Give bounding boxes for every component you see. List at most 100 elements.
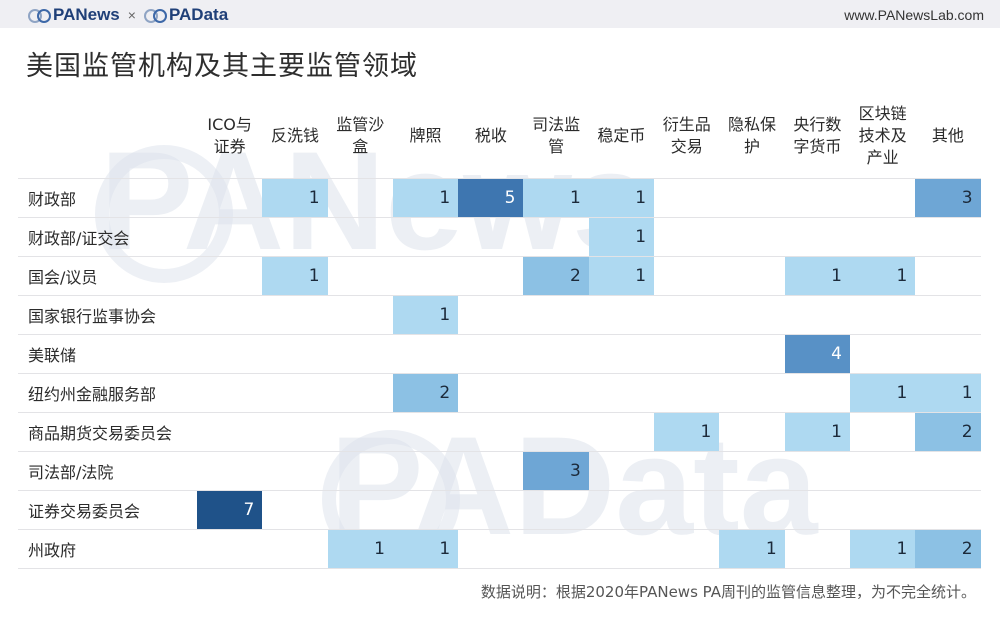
heatmap-table: ICO与 证券 反洗钱 监管沙盒牌照 税收 司法监管稳定币 衍生品 交易 隐私保护央行数 字货币区… xyxy=(18,94,981,569)
row-label: 美联储 xyxy=(18,334,197,374)
heatmap-cell xyxy=(523,217,589,257)
heatmap-cell xyxy=(719,490,785,530)
column-header-row: ICO与 证券 反洗钱 监管沙盒牌照 税收 司法监管稳定币 衍生品 交易 隐私保护央行数 字货币区… xyxy=(18,94,981,179)
heatmap-cell xyxy=(197,373,263,413)
site-url: www.PANewsLab.com xyxy=(844,7,984,23)
heatmap-cell xyxy=(588,529,655,569)
heatmap-cell xyxy=(784,295,850,335)
column-header-line: 监管沙 xyxy=(336,115,385,134)
heatmap-cell xyxy=(654,217,720,257)
table-row: 国家银行监事协会 1 xyxy=(18,295,981,335)
column-header-line: 管 xyxy=(548,137,565,156)
heatmap-cell xyxy=(523,373,589,413)
heatmap-cell xyxy=(458,217,524,257)
heatmap-cell xyxy=(392,490,459,530)
column-header-line: 盒 xyxy=(352,137,369,156)
heatmap-cell xyxy=(719,451,785,491)
heatmap-cell xyxy=(197,529,263,569)
heatmap-cell xyxy=(784,451,850,491)
heatmap-cell xyxy=(327,373,393,413)
heatmap-cell xyxy=(784,529,850,569)
row-label: 纽约州金融服务部 xyxy=(18,373,197,413)
heatmap-cell xyxy=(588,334,655,374)
heatmap-cell xyxy=(849,451,916,491)
heatmap-cell xyxy=(327,295,393,335)
heatmap-cell: 1 xyxy=(392,295,459,335)
heatmap-cell xyxy=(327,451,393,491)
table-row: 州政府 1 1 1 1 2 xyxy=(18,529,981,569)
column-header-line: 产业 xyxy=(866,148,899,167)
heatmap-cell xyxy=(654,451,720,491)
heatmap-cell xyxy=(458,529,524,569)
heatmap-cell: 1 xyxy=(849,256,916,296)
column-header-line: 技术及 xyxy=(858,126,907,145)
column-header: 其他 xyxy=(915,94,980,179)
column-header-line: 司法监 xyxy=(532,115,581,134)
heatmap-cell xyxy=(784,178,850,218)
heatmap-cell xyxy=(719,373,785,413)
column-header: 央行数 字货币 xyxy=(785,94,850,179)
heatmap-cell: 1 xyxy=(392,529,459,569)
column-header: 税收 xyxy=(458,94,523,179)
heatmap-cell xyxy=(719,178,785,218)
heatmap-cell xyxy=(197,295,263,335)
heatmap-cell xyxy=(262,529,328,569)
row-label: 商品期货交易委员会 xyxy=(18,412,197,452)
heatmap-cell xyxy=(197,412,263,452)
heatmap-cell xyxy=(719,412,785,452)
column-header: 牌照 xyxy=(393,94,458,179)
data-note: 数据说明：根据2020年PANews PA周刊的监管信息整理，为不完全统计。 xyxy=(480,583,976,601)
heatmap-cell xyxy=(262,295,328,335)
heatmap-cell xyxy=(588,490,655,530)
heatmap-cell: 1 xyxy=(523,178,589,218)
brand-padata: PAData xyxy=(168,5,229,24)
heatmap-cell xyxy=(392,217,459,257)
heatmap-cell xyxy=(915,334,981,374)
column-header-line: 其他 xyxy=(931,126,964,145)
column-header-line: 区块链 xyxy=(858,104,907,123)
column-header: 隐私保护 xyxy=(719,94,784,179)
heatmap-cell xyxy=(197,178,263,218)
column-header-line: 字货币 xyxy=(793,137,842,156)
heatmap-cell: 1 xyxy=(588,178,655,218)
heatmap-cell xyxy=(654,295,720,335)
row-label: 司法部/法院 xyxy=(18,451,197,491)
column-header: 监管沙盒 xyxy=(328,94,393,179)
column-header: 衍生品 交易 xyxy=(654,94,719,179)
heatmap-cell xyxy=(523,295,589,335)
heatmap-cell xyxy=(392,412,459,452)
heatmap-cell xyxy=(262,412,328,452)
heatmap-cell xyxy=(915,451,981,491)
heatmap-cell xyxy=(523,490,589,530)
heatmap-cell xyxy=(849,490,916,530)
heatmap-cell: 1 xyxy=(588,256,655,296)
column-header-line: 央行数 xyxy=(793,115,842,134)
heatmap-cell xyxy=(327,412,393,452)
heatmap-cell: 2 xyxy=(392,373,459,413)
top-bar: PANews × PAData www.PANewsLab.com xyxy=(0,0,1000,28)
column-header-line: 稳定币 xyxy=(597,126,646,145)
column-header: 司法监管 xyxy=(523,94,588,179)
heatmap-cell xyxy=(458,490,524,530)
brand-separator: × xyxy=(127,7,136,23)
row-label: 证券交易委员会 xyxy=(18,490,197,530)
column-header-line: 衍生品 xyxy=(662,115,711,134)
heatmap-cell xyxy=(327,334,393,374)
heatmap-cell: 1 xyxy=(784,412,850,452)
heatmap-cell xyxy=(849,295,916,335)
column-header-line: 证券 xyxy=(213,137,246,156)
heatmap-cell xyxy=(458,334,524,374)
heatmap-cell xyxy=(262,217,328,257)
heatmap-cell: 1 xyxy=(588,217,655,257)
heatmap-cell xyxy=(654,256,720,296)
heatmap-cell: 1 xyxy=(849,529,916,569)
heatmap-cell xyxy=(849,334,916,374)
heatmap-cell xyxy=(784,490,850,530)
heatmap-cell xyxy=(784,373,850,413)
heatmap-cell xyxy=(523,412,589,452)
heatmap-cell xyxy=(262,373,328,413)
heatmap-cell: 5 xyxy=(458,178,524,218)
column-header-line: ICO与 xyxy=(207,115,252,134)
table-row: 证券交易委员会 7 xyxy=(18,490,981,530)
heatmap-cell xyxy=(197,217,263,257)
